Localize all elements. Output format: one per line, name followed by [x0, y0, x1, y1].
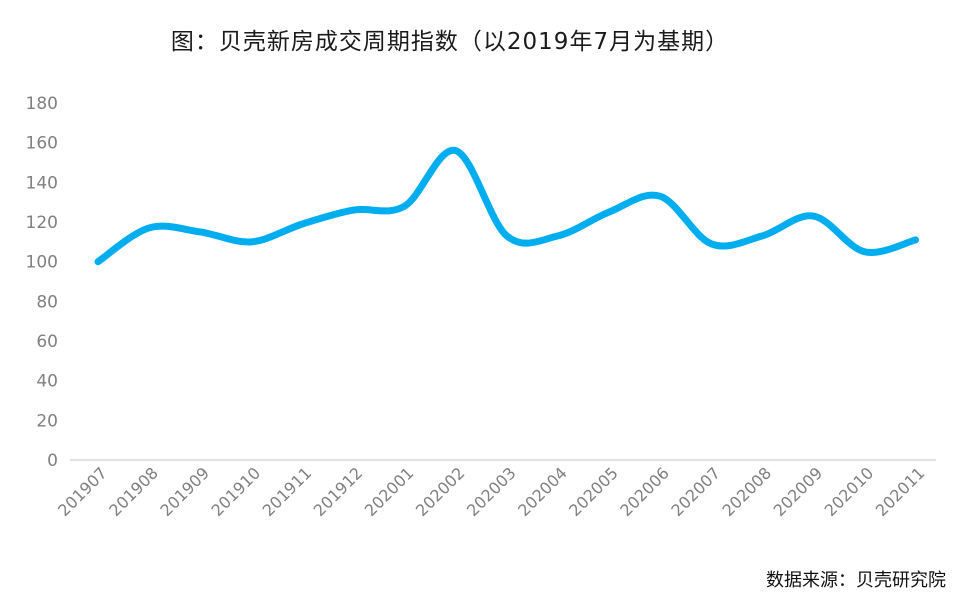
y-tick-label: 80 — [36, 292, 58, 312]
x-tick-label: 202007 — [667, 463, 724, 520]
x-tick-label: 202008 — [719, 463, 776, 520]
y-tick-label: 0 — [47, 451, 58, 471]
x-tick-label: 201908 — [105, 463, 162, 520]
x-tick-label: 201911 — [259, 463, 316, 520]
source-note: 数据来源：贝壳研究院 — [766, 570, 946, 591]
x-tick-label: 202001 — [361, 463, 418, 520]
y-tick-label: 100 — [26, 253, 58, 273]
x-tick-label: 201912 — [310, 463, 367, 520]
x-tick-label: 202010 — [821, 463, 878, 520]
y-tick-label: 160 — [26, 134, 58, 154]
y-tick-label: 40 — [36, 372, 58, 392]
y-tick-label: 140 — [26, 173, 58, 193]
x-tick-label: 201910 — [208, 463, 265, 520]
series-line — [94, 147, 920, 266]
x-tick-label: 202002 — [412, 463, 469, 520]
x-tick-label: 202003 — [463, 463, 520, 520]
chart-title: 图：贝壳新房成交周期指数（以2019年7月为基期） — [170, 29, 730, 55]
x-tick-label: 202009 — [770, 463, 827, 520]
x-tick-label: 202005 — [565, 463, 622, 520]
y-tick-label: 60 — [36, 332, 58, 352]
x-tick-label: 201907 — [54, 463, 111, 520]
x-tick-label: 202006 — [616, 463, 673, 520]
x-tick-label: 202011 — [872, 463, 929, 520]
y-tick-label: 180 — [26, 94, 58, 114]
x-tick-label: 202004 — [514, 463, 571, 520]
x-tick-label: 201909 — [156, 463, 213, 520]
y-tick-label: 120 — [26, 213, 58, 233]
y-axis-ticks: 0 20 40 60 80 100 120 140 160 180 — [26, 94, 58, 471]
x-axis-ticks: 2019072019082019092019102019112019122020… — [54, 463, 928, 520]
y-tick-label: 20 — [36, 411, 58, 431]
